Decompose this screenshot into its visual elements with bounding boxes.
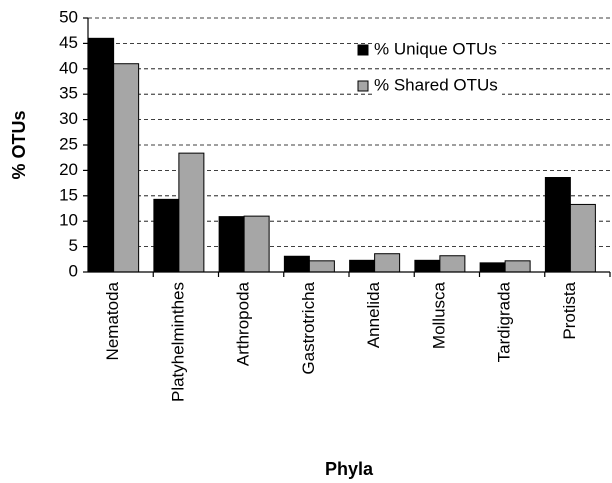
bar	[218, 216, 245, 273]
x-tick-label: Nematoda	[103, 281, 122, 360]
y-tick-label: 0	[69, 261, 78, 280]
y-tick-label: 10	[59, 211, 78, 230]
x-tick-label: Gastrotricha	[299, 281, 318, 374]
bar	[243, 215, 270, 273]
y-tick-label: 40	[59, 58, 78, 77]
bar	[349, 259, 376, 273]
legend-bg	[372, 75, 502, 97]
legend-swatch	[357, 80, 369, 92]
legend-label: % Unique OTUs	[374, 39, 497, 58]
bar	[504, 260, 531, 273]
bar	[113, 63, 140, 273]
y-tick-label: 35	[59, 84, 78, 103]
y-tick-label: 5	[69, 236, 78, 255]
y-tick-label: 20	[59, 160, 78, 179]
bar	[569, 203, 596, 273]
x-tick-label: Annelida	[364, 281, 383, 348]
x-tick-label: Tardigrada	[495, 281, 514, 362]
y-tick-label: 15	[59, 185, 78, 204]
bar	[88, 37, 115, 273]
legend-swatch	[357, 44, 369, 56]
x-tick-label: Protista	[560, 281, 579, 339]
bar	[544, 177, 571, 273]
y-axis-label: % OTUs	[9, 110, 29, 179]
x-tick-label: Mollusca	[429, 281, 448, 349]
bar	[153, 198, 180, 273]
bar	[308, 260, 335, 273]
bar	[374, 253, 401, 273]
bar	[414, 259, 441, 273]
bar	[283, 255, 310, 273]
legend-label: % Shared OTUs	[374, 75, 498, 94]
y-tick-label: 50	[59, 7, 78, 26]
legend-bg	[372, 39, 502, 61]
x-tick-label: Platyhelminthes	[168, 282, 187, 402]
y-tick-label: 30	[59, 109, 78, 128]
bar	[178, 152, 205, 273]
x-axis-label: Phyla	[325, 459, 374, 479]
x-tick-label: Arthropoda	[234, 281, 253, 366]
y-tick-label: 45	[59, 33, 78, 52]
bar	[439, 255, 466, 273]
y-tick-label: 25	[59, 134, 78, 153]
bar	[479, 262, 506, 273]
